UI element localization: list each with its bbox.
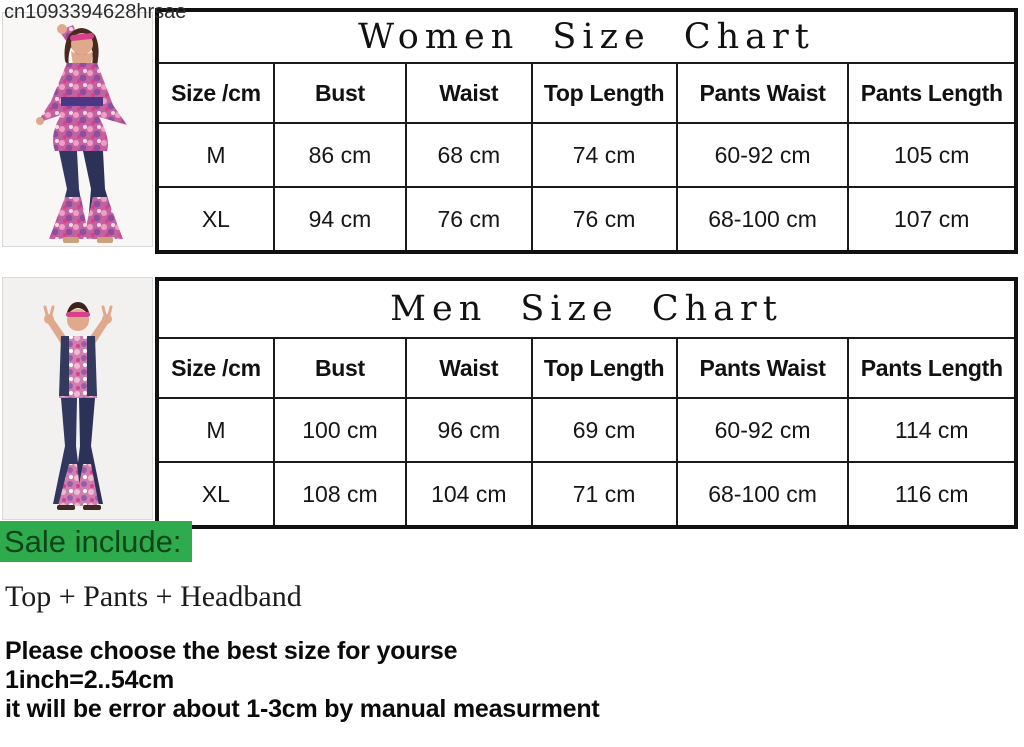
table-cell: 116 cm [847, 461, 1017, 528]
table-cell: 114 cm [847, 397, 1017, 463]
table-cell: 69 cm [530, 397, 678, 463]
note-measurement-error: it will be error about 1-3cm by manual m… [5, 695, 600, 723]
sale-include-label: Sale include: [0, 521, 192, 562]
table-cell: 74 cm [530, 122, 678, 188]
table-cell: 94 cm [272, 186, 408, 253]
men-chart-title: Men Size Chart [156, 278, 1017, 339]
note-choose-size: Please choose the best size for yourse [5, 637, 458, 665]
table-cell: 76 cm [405, 186, 533, 253]
table-cell: 71 cm [530, 461, 678, 528]
table-row: Size /cm Bust Waist Top Length Pants Wai… [156, 337, 1017, 399]
seller-watermark: cn1093394628hrsae [4, 1, 187, 23]
table-row: M 100 cm 96 cm 69 cm 60-92 cm 114 cm [156, 397, 1017, 463]
column-header: Waist [405, 62, 533, 124]
table-cell: 105 cm [847, 122, 1017, 188]
column-header: Size /cm [156, 62, 275, 124]
size-label-cell: M [156, 397, 275, 463]
woman-costume-photo [2, 12, 153, 247]
table-cell: 60-92 cm [675, 122, 850, 188]
table-cell: 86 cm [272, 122, 408, 188]
women-chart-title: Women Size Chart [156, 9, 1017, 64]
table-cell: 100 cm [272, 397, 408, 463]
table-cell: 68-100 cm [675, 461, 850, 528]
table-row: Women Size Chart [156, 9, 1017, 64]
table-cell: 68-100 cm [675, 186, 850, 253]
table-row: XL 94 cm 76 cm 76 cm 68-100 cm 107 cm [156, 186, 1017, 253]
column-header: Size /cm [156, 337, 275, 399]
size-label-cell: M [156, 122, 275, 188]
size-label-cell: XL [156, 186, 275, 253]
table-row: Men Size Chart [156, 278, 1017, 339]
sale-include-items: Top + Pants + Headband [5, 580, 302, 613]
table-row: XL 108 cm 104 cm 71 cm 68-100 cm 116 cm [156, 461, 1017, 528]
man-costume-illustration [3, 278, 152, 519]
column-header: Top Length [530, 62, 678, 124]
column-header: Bust [272, 337, 408, 399]
column-header: Pants Waist [675, 337, 850, 399]
women-size-chart-table: Women Size Chart Size /cm Bust Waist Top… [155, 8, 1018, 254]
column-header: Pants Length [847, 337, 1017, 399]
table-cell: 107 cm [847, 186, 1017, 253]
man-costume-photo [2, 277, 153, 520]
table-row: M 86 cm 68 cm 74 cm 60-92 cm 105 cm [156, 122, 1017, 188]
size-label-cell: XL [156, 461, 275, 528]
column-header: Bust [272, 62, 408, 124]
table-cell: 104 cm [405, 461, 533, 528]
table-cell: 96 cm [405, 397, 533, 463]
woman-costume-illustration [3, 13, 152, 246]
size-notes: Please choose the best size for yourse 1… [5, 637, 600, 724]
men-size-chart-table: Men Size Chart Size /cm Bust Waist Top L… [155, 277, 1018, 529]
column-header: Pants Waist [675, 62, 850, 124]
table-row: Size /cm Bust Waist Top Length Pants Wai… [156, 62, 1017, 124]
table-cell: 60-92 cm [675, 397, 850, 463]
column-header: Pants Length [847, 62, 1017, 124]
note-inch-conversion: 1inch=2..54cm [5, 666, 175, 694]
table-cell: 76 cm [530, 186, 678, 253]
column-header: Waist [405, 337, 533, 399]
column-header: Top Length [530, 337, 678, 399]
table-cell: 68 cm [405, 122, 533, 188]
table-cell: 108 cm [272, 461, 408, 528]
